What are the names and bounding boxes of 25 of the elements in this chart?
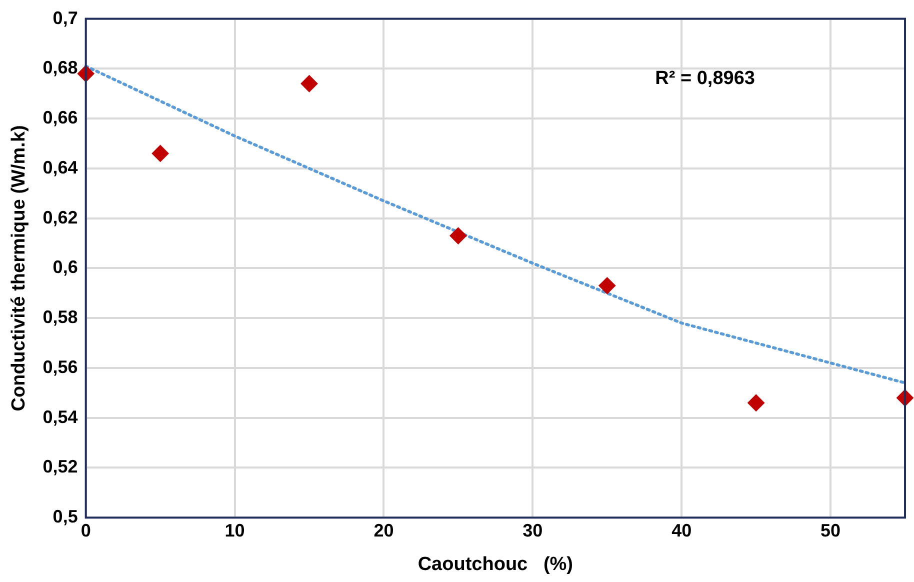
point <box>450 227 467 244</box>
x-tick-label: 10 <box>224 520 245 540</box>
x-axis-title: Caoutchouc (%) <box>418 554 574 575</box>
point <box>152 144 169 162</box>
point <box>748 394 765 412</box>
y-tick-label: 0,7 <box>52 8 78 28</box>
y-tick-label: 0,64 <box>42 157 78 178</box>
y-tick-label: 0,56 <box>42 356 78 377</box>
point <box>300 75 318 92</box>
y-tick-label: 0,68 <box>42 58 78 78</box>
y-axis-title: Conductivité thermique (W/m.k) <box>8 125 30 412</box>
point <box>598 277 616 294</box>
y-tick-label: 0,58 <box>42 307 78 328</box>
annotation: R² = 0,8963 <box>655 68 755 90</box>
x-tick-label: 20 <box>374 520 394 540</box>
y-tick-label: 0,6 <box>52 257 78 278</box>
y-tick-label: 0,52 <box>42 456 78 477</box>
x-tick-label: 30 <box>522 520 543 540</box>
y-tick-label: 0,66 <box>42 108 78 128</box>
y-tick-label: 0,5 <box>52 506 78 527</box>
x-tick-label: 50 <box>820 520 841 540</box>
x-tick-label: 0 <box>80 520 91 540</box>
y-tick-label: 0,62 <box>42 207 78 228</box>
y-tick-label: 0,54 <box>42 406 78 427</box>
x-tick-label: 40 <box>672 520 692 540</box>
